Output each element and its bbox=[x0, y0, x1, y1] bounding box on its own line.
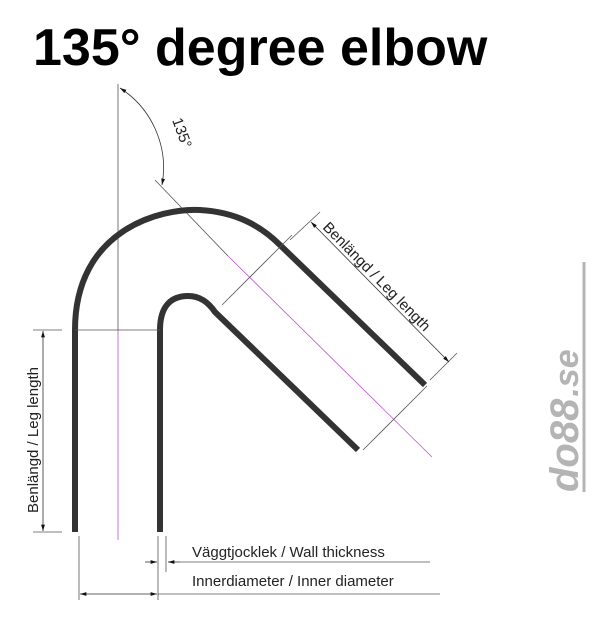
leg-start-line-diagonal bbox=[221, 234, 293, 306]
leg-dim-extension-1 bbox=[289, 211, 321, 241]
do88-logo: do88.se bbox=[543, 262, 587, 492]
leg-length-label-vertical: Benlängd / Leg length bbox=[25, 367, 42, 513]
page-title: 135° degree elbow bbox=[33, 19, 488, 77]
wall-thickness-label: Väggtjocklek / Wall thickness bbox=[192, 544, 385, 561]
leg-length-dimension-diagonal bbox=[310, 221, 450, 363]
leg-dim-extension-2 bbox=[429, 352, 458, 381]
leg-length-label-diagonal: Benlängd / Leg length bbox=[319, 219, 433, 335]
leg-end-line-diagonal bbox=[362, 385, 428, 451]
logo-text: do88.se bbox=[543, 349, 587, 492]
pipe-inner-wall bbox=[157, 292, 361, 532]
inner-diameter-label: Innerdiameter / Inner diameter bbox=[192, 573, 394, 590]
pipe-outer-wall bbox=[72, 206, 428, 532]
angle-label: 135° bbox=[168, 116, 195, 151]
angle-arc bbox=[119, 87, 166, 186]
diagonal-reference-line bbox=[154, 179, 229, 257]
